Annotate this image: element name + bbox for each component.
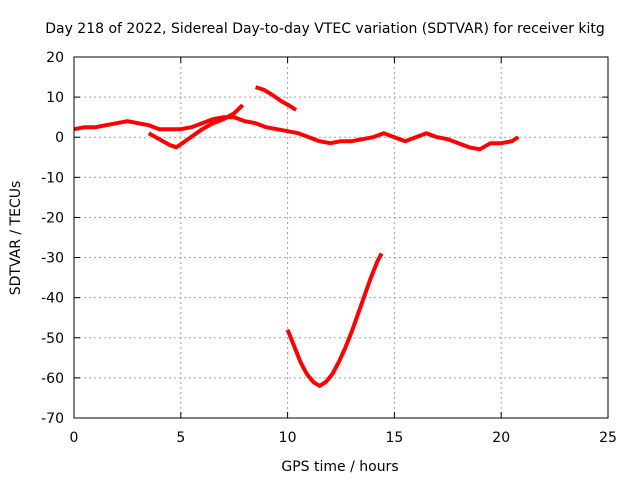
y-tick-label: 20 [46,50,64,66]
x-tick-label: 20 [492,430,510,446]
y-tick-label: 0 [55,130,64,146]
y-tick-label: -40 [41,291,64,307]
x-tick-label: 15 [385,430,403,446]
data-series [73,85,520,388]
x-tick-label: 10 [279,430,297,446]
y-tick-label: -20 [41,210,64,226]
y-tick-label: -60 [41,371,64,387]
x-tick-label: 5 [176,430,185,446]
series-line-satellite-track-a [73,115,520,152]
y-axis-label: SDTVAR / TECUs [8,181,24,296]
y-tick-label: -70 [41,411,64,427]
x-axis-label: GPS time / hours [281,459,398,475]
chart-title: Day 218 of 2022, Sidereal Day-to-day VTE… [45,21,605,37]
y-tick-label: 10 [46,90,64,106]
grid [73,56,609,419]
series-line-satellite-track-b [147,103,245,150]
plot-frame [73,56,609,419]
x-tick-label: 25 [599,430,617,446]
x-tick-labels: 0 5 10 15 20 25 [70,430,617,446]
y-tick-label: -10 [41,170,64,186]
x-tick-label: 0 [70,430,79,446]
y-tick-label: -50 [41,331,64,347]
series-line-satellite-track-c [254,85,298,112]
y-tick-label: -30 [41,251,64,267]
y-tick-labels: 20 10 0 -10 -20 -30 -40 -50 -60 -70 [41,50,64,427]
series-line-satellite-track-d [285,252,384,388]
